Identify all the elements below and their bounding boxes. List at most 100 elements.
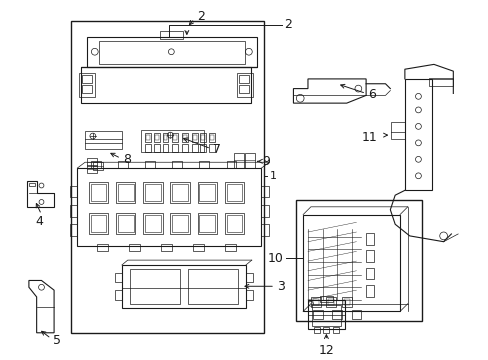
Bar (351, 310, 361, 319)
Bar (244, 153, 254, 168)
Bar (89, 182, 108, 203)
Text: 11: 11 (361, 131, 377, 144)
Bar (116, 213, 135, 234)
Bar (311, 305, 340, 326)
Bar (146, 135, 150, 140)
Bar (170, 213, 189, 234)
Bar (172, 133, 178, 142)
Bar (209, 133, 215, 142)
Bar (128, 244, 140, 251)
Bar (145, 144, 151, 152)
Bar (172, 215, 187, 232)
Text: 2: 2 (197, 10, 205, 23)
Bar (143, 182, 163, 203)
Bar (163, 144, 168, 152)
Bar (129, 269, 180, 304)
Text: 2: 2 (283, 18, 291, 31)
Bar (210, 135, 214, 140)
Text: 9: 9 (262, 155, 270, 168)
Bar (296, 200, 422, 321)
Bar (199, 184, 215, 201)
Bar (116, 182, 135, 203)
Bar (332, 327, 338, 333)
Bar (261, 224, 269, 236)
Bar (115, 273, 122, 282)
Bar (173, 135, 177, 140)
Bar (145, 161, 155, 168)
Bar (87, 158, 97, 166)
Bar (343, 299, 349, 305)
Bar (91, 184, 106, 201)
Bar (91, 161, 101, 168)
Bar (79, 73, 95, 96)
Bar (154, 144, 160, 152)
Bar (201, 135, 205, 140)
Bar (191, 144, 197, 152)
Text: 7: 7 (213, 143, 221, 156)
Text: 10: 10 (267, 252, 283, 265)
Text: 1: 1 (270, 171, 277, 181)
Bar (192, 244, 204, 251)
Bar (192, 135, 196, 140)
Bar (366, 268, 373, 279)
Bar (325, 297, 335, 307)
Bar (155, 135, 159, 140)
Bar (197, 182, 217, 203)
Bar (191, 133, 197, 142)
Bar (199, 215, 215, 232)
Bar (331, 310, 341, 319)
Bar (145, 133, 151, 142)
Bar (163, 133, 168, 142)
Bar (118, 161, 127, 168)
Bar (312, 299, 318, 305)
Bar (226, 215, 242, 232)
Bar (245, 273, 252, 282)
Bar (209, 144, 215, 152)
Text: 3: 3 (276, 280, 284, 293)
Bar (70, 21, 264, 333)
Bar (122, 265, 245, 307)
Bar (172, 161, 182, 168)
Bar (341, 297, 351, 307)
Bar (307, 300, 344, 329)
Text: 12: 12 (318, 345, 334, 357)
Bar (319, 296, 332, 302)
Bar (182, 144, 187, 152)
Bar (200, 144, 206, 152)
Bar (224, 213, 244, 234)
Bar (313, 327, 319, 333)
Bar (69, 185, 77, 197)
Bar (224, 182, 244, 203)
Bar (187, 269, 238, 304)
Bar (199, 161, 209, 168)
Bar (312, 310, 322, 319)
Bar (428, 78, 452, 86)
Bar (77, 168, 261, 246)
Bar (234, 153, 244, 168)
Bar (261, 185, 269, 197)
Bar (141, 130, 204, 152)
Bar (245, 290, 252, 300)
Bar (239, 76, 248, 84)
Bar (200, 133, 206, 142)
Bar (99, 41, 244, 64)
Bar (85, 131, 122, 149)
Bar (261, 205, 269, 216)
Bar (143, 213, 163, 234)
Bar (82, 85, 92, 93)
Bar (170, 182, 189, 203)
Bar (145, 215, 161, 232)
Bar (69, 224, 77, 236)
Bar (182, 133, 187, 142)
Text: 4: 4 (36, 215, 43, 228)
Bar (82, 76, 92, 84)
Bar (163, 135, 167, 140)
Bar (161, 244, 172, 251)
Bar (183, 135, 186, 140)
Bar (160, 31, 183, 39)
Bar (404, 79, 431, 190)
Bar (91, 215, 106, 232)
Bar (239, 85, 248, 93)
Bar (390, 122, 404, 139)
Bar (197, 213, 217, 234)
